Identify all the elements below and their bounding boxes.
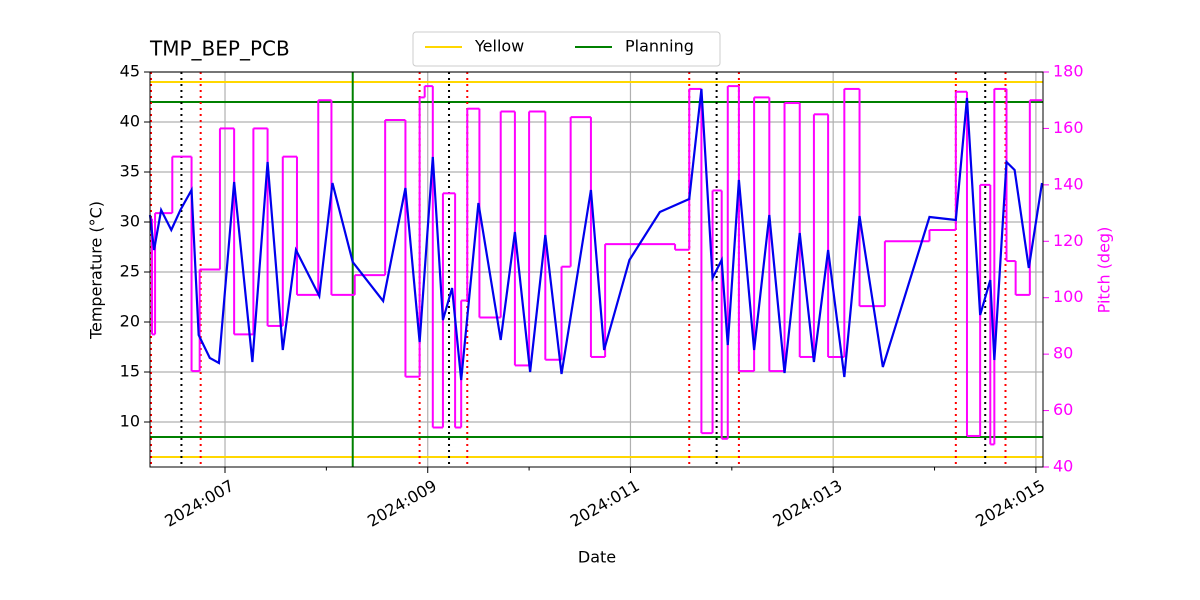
y-tick-label: 20 xyxy=(120,312,140,331)
plot-frame xyxy=(149,71,1044,468)
x-tick-label: 2024:007 xyxy=(161,476,237,531)
temperature-line xyxy=(148,88,1044,381)
y-axis-label: Temperature (°C) xyxy=(87,201,106,340)
y2-tick-label: 180 xyxy=(1053,62,1084,81)
chart-title: TMP_BEP_PCB xyxy=(149,37,290,61)
y-tick-label: 35 xyxy=(120,162,140,181)
x-tick-label: 2024:009 xyxy=(364,476,440,531)
legend-label: Planning xyxy=(625,37,694,56)
y2-axis-label: Pitch (deg) xyxy=(1095,227,1114,314)
y-tick-label: 40 xyxy=(120,112,140,131)
y-tick-label: 10 xyxy=(120,412,140,431)
y2-tick-label: 40 xyxy=(1053,457,1073,476)
x-tick-label: 2024:013 xyxy=(770,476,846,531)
y-tick-label: 25 xyxy=(120,262,140,281)
legend-box xyxy=(412,31,721,67)
x-tick-label: 2024:015 xyxy=(972,476,1048,531)
x-tick-label: 2024:011 xyxy=(567,476,643,531)
legend-label: Yellow xyxy=(474,37,524,56)
y2-tick-label: 120 xyxy=(1053,231,1084,250)
x-axis-label: Date xyxy=(578,548,616,567)
y2-tick-label: 140 xyxy=(1053,174,1084,193)
y2-tick-label: 160 xyxy=(1053,118,1084,137)
y2-tick-label: 60 xyxy=(1053,400,1073,419)
y-tick-label: 15 xyxy=(120,362,140,381)
y2-tick-label: 100 xyxy=(1053,287,1084,306)
y-tick-label: 30 xyxy=(120,212,140,231)
y2-tick-label: 80 xyxy=(1053,344,1073,363)
y-tick-label: 45 xyxy=(120,62,140,81)
